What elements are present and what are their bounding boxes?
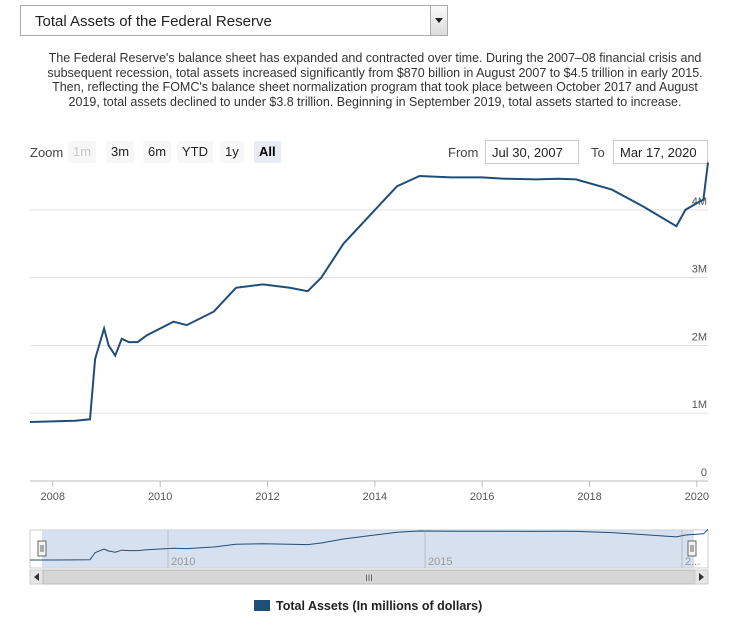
- x-tick-2016: 2016: [470, 491, 494, 503]
- zoom-1m-button[interactable]: 1m: [68, 141, 97, 163]
- y-tick-1M: 1M: [692, 399, 707, 411]
- zoom-6m-button[interactable]: 6m: [143, 141, 172, 163]
- x-tick-2010: 2010: [148, 491, 172, 503]
- range-to-label: To: [591, 145, 605, 160]
- dataset-select-value: Total Assets of the Federal Reserve: [35, 13, 272, 30]
- legend-swatch: [254, 600, 270, 611]
- y-tick-2M: 2M: [692, 331, 707, 343]
- series-line-total-assets: [29, 162, 709, 423]
- zoom-ytd-button[interactable]: YTD: [177, 141, 213, 163]
- navigator-tick-2010: 2010: [171, 556, 195, 568]
- x-tick-2020: 2020: [685, 491, 709, 503]
- grid-lines: [30, 209, 708, 414]
- y-tick-3M: 3M: [692, 264, 707, 276]
- navigator-right-handle[interactable]: [687, 540, 697, 557]
- x-tick-2012: 2012: [255, 491, 279, 503]
- chart-description: The Federal Reserve's balance sheet has …: [47, 51, 703, 109]
- navigator-tick-2015: 2015: [428, 556, 452, 568]
- y-tick-0: 0: [701, 467, 707, 479]
- navigator-left-handle[interactable]: [37, 540, 47, 557]
- scrollbar-left-arrow[interactable]: [29, 569, 44, 585]
- range-from-input[interactable]: [485, 140, 579, 164]
- range-to-input[interactable]: [613, 140, 708, 164]
- legend-label: Total Assets (In millions of dollars): [276, 599, 483, 613]
- range-from-label: From: [448, 145, 479, 160]
- zoom-1y-button[interactable]: 1y: [220, 141, 244, 163]
- chevron-down-icon[interactable]: [430, 6, 447, 35]
- navigator-series-line: [30, 529, 709, 561]
- zoom-all-button[interactable]: All: [254, 141, 281, 163]
- chart-legend[interactable]: Total Assets (In millions of dollars): [254, 599, 482, 613]
- navigator-tick-2020: 2...: [685, 556, 700, 568]
- zoom-label: Zoom: [30, 145, 64, 160]
- x-tick-2014: 2014: [363, 491, 387, 503]
- x-tick-2018: 2018: [577, 491, 601, 503]
- dataset-select[interactable]: Total Assets of the Federal Reserve: [20, 5, 448, 36]
- x-tick-2008: 2008: [41, 491, 65, 503]
- x-axis-tick-labels: 2008 2010 2012 2014 2016 2018 2020: [41, 481, 709, 503]
- zoom-3m-button[interactable]: 3m: [106, 141, 135, 163]
- scrollbar-grip: III: [365, 573, 373, 583]
- scrollbar-right-arrow[interactable]: [694, 569, 709, 585]
